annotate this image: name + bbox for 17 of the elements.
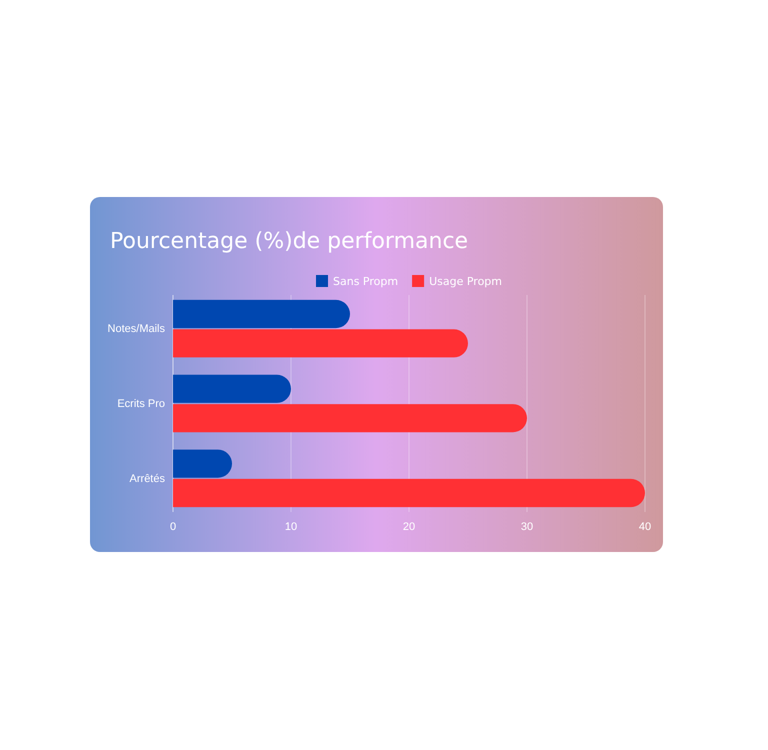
legend-label: Sans Propm: [333, 275, 398, 288]
chart-title: Pourcentage (%)de performance: [110, 229, 468, 254]
bar: [173, 450, 232, 478]
x-tick-label: 10: [284, 520, 298, 533]
y-tick-label: Notes/Mails: [108, 323, 166, 336]
legend-label: Usage Propm: [429, 275, 502, 288]
x-tick-label: 20: [402, 520, 416, 533]
bar: [173, 404, 527, 432]
x-tick-label: 0: [170, 520, 176, 533]
x-tick-label: 30: [520, 520, 534, 533]
bar: [173, 374, 291, 403]
y-tick-label: Ecrits Pro: [117, 398, 165, 410]
bar: [173, 329, 468, 358]
bar: [173, 300, 350, 328]
bar: [173, 478, 645, 508]
x-tick-label: 40: [638, 520, 652, 533]
y-tick-label: Arrêtés: [130, 472, 166, 485]
